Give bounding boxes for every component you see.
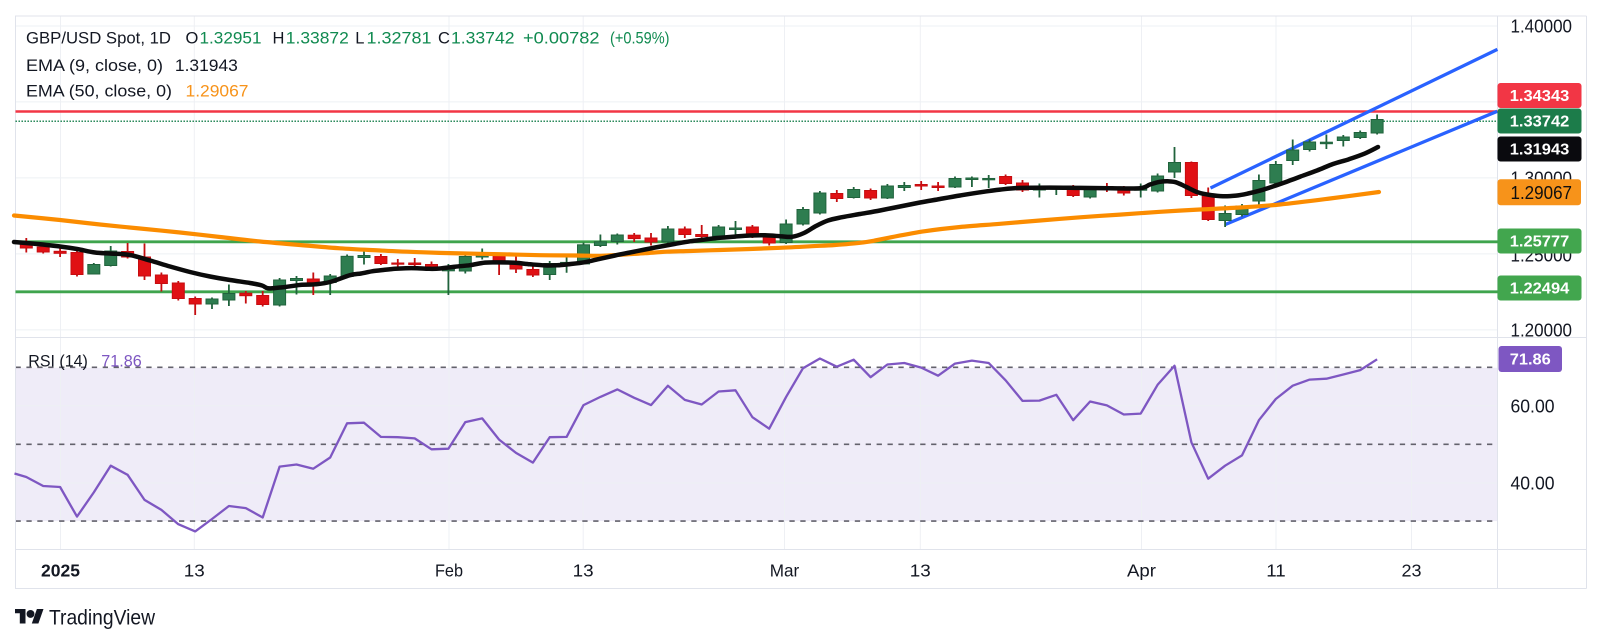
svg-text:1.32781: 1.32781 [367, 29, 432, 47]
svg-text:(+0.59%): (+0.59%) [610, 29, 670, 47]
svg-text:13: 13 [910, 561, 931, 581]
svg-text:TradingView: TradingView [49, 606, 155, 630]
svg-text:EMA (9, close, 0): EMA (9, close, 0) [26, 57, 163, 75]
svg-text:23: 23 [1402, 561, 1422, 581]
svg-text:1.25777: 1.25777 [1510, 234, 1570, 251]
svg-text:13: 13 [573, 561, 594, 581]
svg-text:60.00: 60.00 [1511, 396, 1555, 416]
svg-text:1.31943: 1.31943 [175, 57, 238, 75]
svg-text:1.22494: 1.22494 [1510, 281, 1570, 298]
svg-text:1.40000: 1.40000 [1511, 17, 1573, 37]
svg-text:C: C [438, 29, 450, 47]
svg-text:40.00: 40.00 [1511, 474, 1555, 494]
svg-text:O: O [186, 29, 199, 47]
svg-text:1.31943: 1.31943 [1510, 142, 1570, 159]
svg-text:71.86: 71.86 [1510, 352, 1551, 369]
svg-text:+0.00782: +0.00782 [523, 29, 600, 47]
svg-text:GBP/USD Spot, 1D: GBP/USD Spot, 1D [26, 29, 171, 47]
svg-text:Apr: Apr [1127, 561, 1156, 581]
svg-text:2025: 2025 [41, 561, 80, 581]
svg-text:1.29067: 1.29067 [1511, 183, 1573, 203]
svg-text:L: L [355, 29, 364, 47]
svg-text:1.20000: 1.20000 [1511, 321, 1573, 341]
svg-text:RSI (14): RSI (14) [28, 353, 88, 371]
svg-text:1.34343: 1.34343 [1510, 88, 1570, 105]
svg-text:1.32951: 1.32951 [200, 29, 262, 47]
svg-text:EMA (50, close, 0): EMA (50, close, 0) [26, 82, 172, 100]
svg-text:1.33872: 1.33872 [286, 29, 349, 47]
svg-text:11: 11 [1266, 561, 1286, 581]
svg-text:H: H [273, 29, 285, 47]
svg-text:1.33742: 1.33742 [451, 29, 515, 47]
svg-text:13: 13 [184, 561, 205, 581]
svg-text:1.29067: 1.29067 [186, 82, 249, 100]
svg-text:1.33742: 1.33742 [1510, 114, 1570, 131]
svg-text:Mar: Mar [770, 561, 800, 581]
svg-text:71.86: 71.86 [101, 353, 142, 371]
svg-text:Feb: Feb [435, 561, 463, 581]
